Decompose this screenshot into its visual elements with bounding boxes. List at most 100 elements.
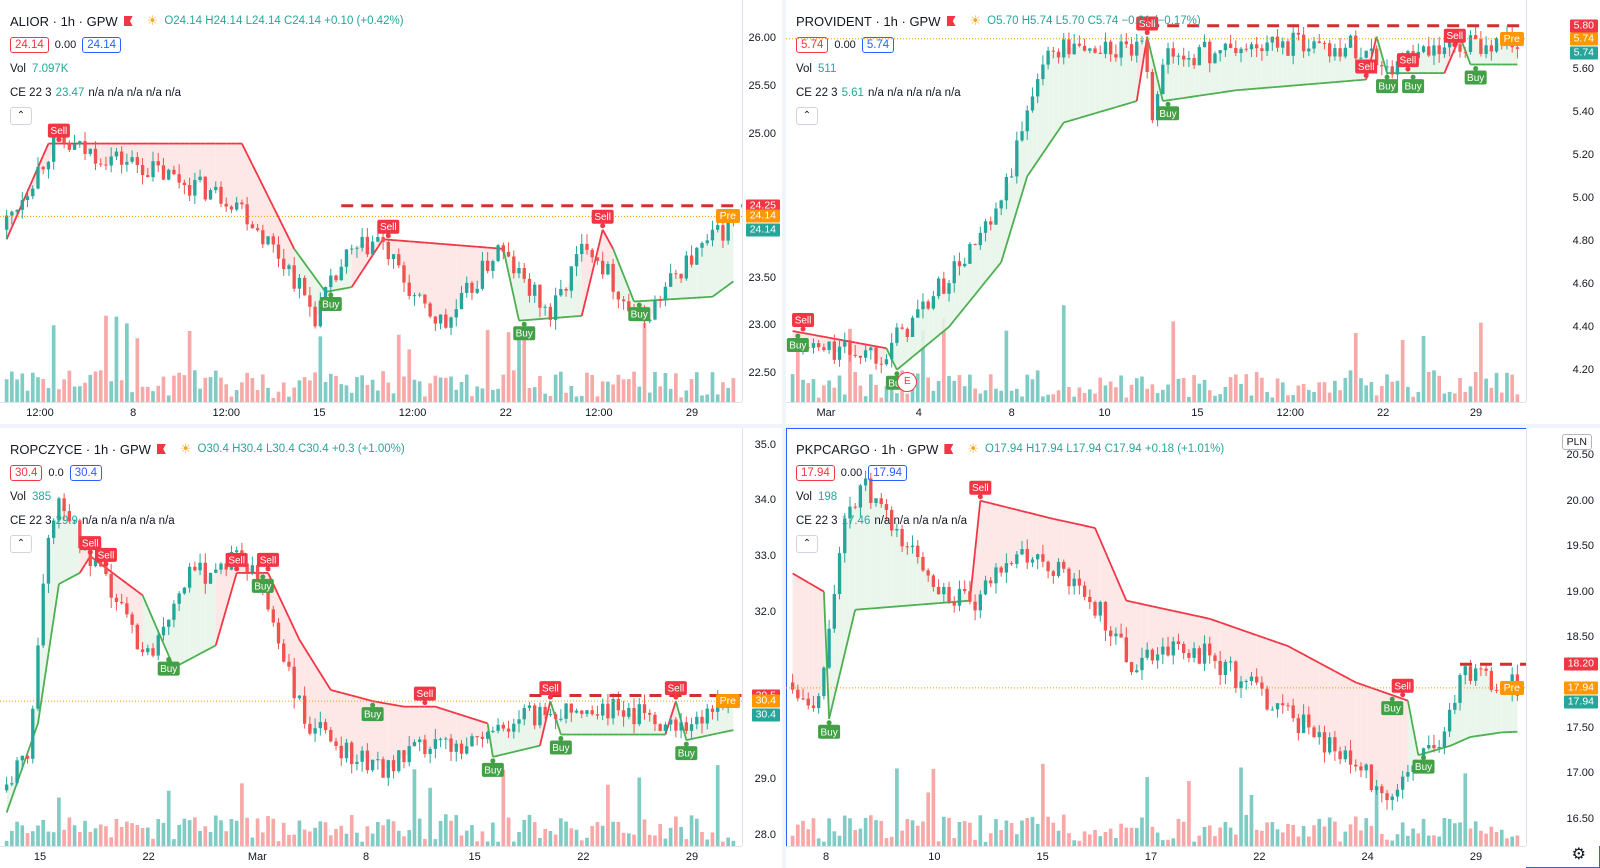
collapse-legend-button[interactable]: ⌃ <box>796 107 818 125</box>
time-axis[interactable]: Mar 4 8 10 15 12:00 22 29 <box>786 402 1526 424</box>
sell-signal-label[interactable]: Sell <box>94 547 117 567</box>
buy-signal-label[interactable]: Buy <box>1381 696 1404 716</box>
indicator-row[interactable]: CE 22 3 23.47 n/a n/a n/a n/a n/a <box>10 81 404 105</box>
sell-price-button[interactable]: 30.4 <box>10 465 43 481</box>
price-tick-label: 5.40 <box>1572 105 1594 118</box>
buy-signal-label[interactable]: Buy <box>1376 74 1399 94</box>
volume-row[interactable]: Vol 198 <box>796 485 1224 509</box>
buy-signal-label[interactable]: Buy <box>1402 74 1425 94</box>
currency-label[interactable]: PLN <box>1561 434 1592 450</box>
price-plot[interactable]: Sell Buy Sell Buy Sell Buy <box>0 0 742 402</box>
sell-signal-label[interactable]: Sell <box>79 536 102 555</box>
signal-dot <box>234 566 240 572</box>
ohlc-values: O24.14 H24.14 L24.14 C24.14 +0.10 (+0.42… <box>164 15 403 27</box>
sell-signal-label[interactable]: Sell <box>257 552 280 572</box>
buy-price-button[interactable]: 24.14 <box>82 37 121 53</box>
earnings-event-icon[interactable]: E <box>897 372 918 392</box>
buy-signal-label[interactable]: Buy <box>675 741 698 761</box>
sell-signal-label[interactable]: Sell <box>1443 28 1466 48</box>
collapse-legend-button[interactable]: ⌃ <box>796 535 818 553</box>
volume-bar <box>1317 818 1322 846</box>
buy-signal-label[interactable]: Buy <box>1157 101 1180 121</box>
interval[interactable]: 1h <box>881 441 896 457</box>
buy-signal-label[interactable]: Buy <box>628 302 651 322</box>
buy-signal-label[interactable]: Buy <box>513 321 536 341</box>
volume-row[interactable]: Vol 7.097K <box>10 57 404 81</box>
collapse-legend-button[interactable]: ⌃ <box>10 535 32 553</box>
price-scale-tag: 24.14 <box>745 223 780 237</box>
sell-signal-label[interactable]: Sell <box>792 312 815 332</box>
interval[interactable]: 1h <box>93 441 109 457</box>
volume-bar <box>1291 395 1296 402</box>
volume-row[interactable]: Vol 385 <box>10 485 405 509</box>
buy-price-button[interactable]: 17.94 <box>868 465 907 481</box>
time-axis[interactable]: 8 10 15 17 22 24 29 <box>786 846 1526 868</box>
sell-signal-label[interactable]: Sell <box>1355 59 1378 79</box>
sell-signal-label[interactable]: Sell <box>1136 16 1159 36</box>
time-axis[interactable]: 15 22 Mar 8 15 22 29 <box>0 846 742 868</box>
sell-signal-label[interactable]: Sell <box>664 681 687 700</box>
flag-icon[interactable] <box>944 444 954 454</box>
collapse-legend-button[interactable]: ⌃ <box>10 107 32 125</box>
symbol-name[interactable]: ALIOR <box>10 13 50 29</box>
buy-price-button[interactable]: 30.4 <box>69 465 103 481</box>
volume-bar <box>30 372 35 402</box>
buy-signal-label[interactable]: Buy <box>157 657 180 676</box>
buy-signal-label[interactable]: Buy <box>481 758 504 777</box>
chart-pane-provident[interactable]: PROVIDENT · 1h · GPW ☀ O5.70 H5.74 L5.70… <box>786 0 1600 424</box>
price-axis[interactable]: 20.50 20.00 19.50 19.00 18.50 17.50 17.00 16.50… <box>1499 428 1600 846</box>
symbol-name[interactable]: PKPCARGO <box>796 441 870 457</box>
candle-body <box>632 707 636 725</box>
indicator-row[interactable]: CE 22 3 17.46 n/a n/a n/a n/a n/a <box>796 509 1224 533</box>
chart-pane-alior[interactable]: ALIOR · 1h · GPW ☀ O24.14 H24.14 L24.14 … <box>0 0 782 424</box>
volume-bar <box>1213 395 1217 402</box>
interval[interactable]: 1h <box>883 13 898 29</box>
buy-signal-label[interactable]: Buy <box>786 333 809 353</box>
sell-signal-label[interactable]: Sell <box>591 209 614 229</box>
symbol-name[interactable]: PROVIDENT <box>796 13 872 29</box>
price-axis[interactable]: 26.0025.5025.0024.0023.5023.0022.5024.25… <box>715 0 782 402</box>
sell-signal-label[interactable]: Sell <box>225 552 248 572</box>
sun-icon[interactable]: ☀ <box>146 13 159 28</box>
buy-signal-label[interactable]: Buy <box>1412 755 1435 774</box>
flag-icon[interactable] <box>123 16 133 26</box>
buy-signal-label[interactable]: Buy <box>319 292 342 311</box>
chart-pane-pkpcargo[interactable]: PKPCARGO · 1h · GPW ☀ O17.94 H17.94 L17.… <box>786 428 1600 868</box>
sell-signal-label[interactable]: Sell <box>969 480 992 500</box>
buy-signal-label[interactable]: Buy <box>1464 65 1487 85</box>
horizontal-splitter[interactable] <box>0 424 1600 428</box>
sell-price-button[interactable]: 24.14 <box>10 37 49 53</box>
price-plot[interactable]: SellBuyBuySellBuySellBuySellBuySellBuy <box>786 0 1526 402</box>
sell-signal-label[interactable]: Sell <box>413 686 436 706</box>
interval[interactable]: 1h <box>60 13 76 29</box>
buy-signal-label[interactable]: Buy <box>818 720 841 739</box>
vertical-splitter[interactable] <box>782 0 786 868</box>
chart-pane-ropczyce[interactable]: ROPCZYCE · 1h · GPW ☀ O30.4 H30.4 L30.4 … <box>0 428 782 868</box>
volume-row[interactable]: Vol 511 <box>796 57 1201 81</box>
sell-signal-label[interactable]: Sell <box>1396 53 1419 72</box>
sun-icon[interactable]: ☀ <box>969 13 982 28</box>
price-axis[interactable]: 5.60 5.40 5.20 5.00 4.80 4.60 4.40 4.20 5.80 5.74… <box>1499 0 1600 402</box>
sell-signal-label[interactable]: Sell <box>539 681 562 700</box>
flag-icon[interactable] <box>156 444 166 454</box>
sell-signal-label[interactable]: Sell <box>1391 678 1414 698</box>
sell-signal-label[interactable]: Sell <box>377 219 400 239</box>
sell-price-button[interactable]: 17.94 <box>796 465 835 481</box>
price-plot[interactable]: SellSellBuySellBuySellBuySellBuySellBuyS… <box>0 428 742 846</box>
flag-icon[interactable] <box>946 16 956 26</box>
sell-price-button[interactable]: 5.74 <box>796 37 829 53</box>
buy-signal-label[interactable]: Buy <box>361 702 384 722</box>
symbol-name[interactable]: ROPCZYCE <box>10 441 83 457</box>
indicator-row[interactable]: CE 22 3 5.61 n/a n/a n/a n/a n/a <box>796 81 1201 105</box>
buy-price-button[interactable]: 5.74 <box>861 37 895 53</box>
buy-signal-label[interactable]: Buy <box>549 736 572 755</box>
sun-icon[interactable]: ☀ <box>967 441 979 456</box>
sun-icon[interactable]: ☀ <box>179 441 192 456</box>
gear-icon[interactable]: ⚙ <box>1571 846 1586 863</box>
sell-signal-label[interactable]: Sell <box>47 123 70 143</box>
time-axis[interactable]: 12:00 8 12:00 15 12:00 22 12:00 29 <box>0 402 742 424</box>
indicator-row[interactable]: CE 22 3 29.9 n/a n/a n/a n/a n/a <box>10 509 405 533</box>
buy-signal-label[interactable]: Buy <box>251 574 274 593</box>
